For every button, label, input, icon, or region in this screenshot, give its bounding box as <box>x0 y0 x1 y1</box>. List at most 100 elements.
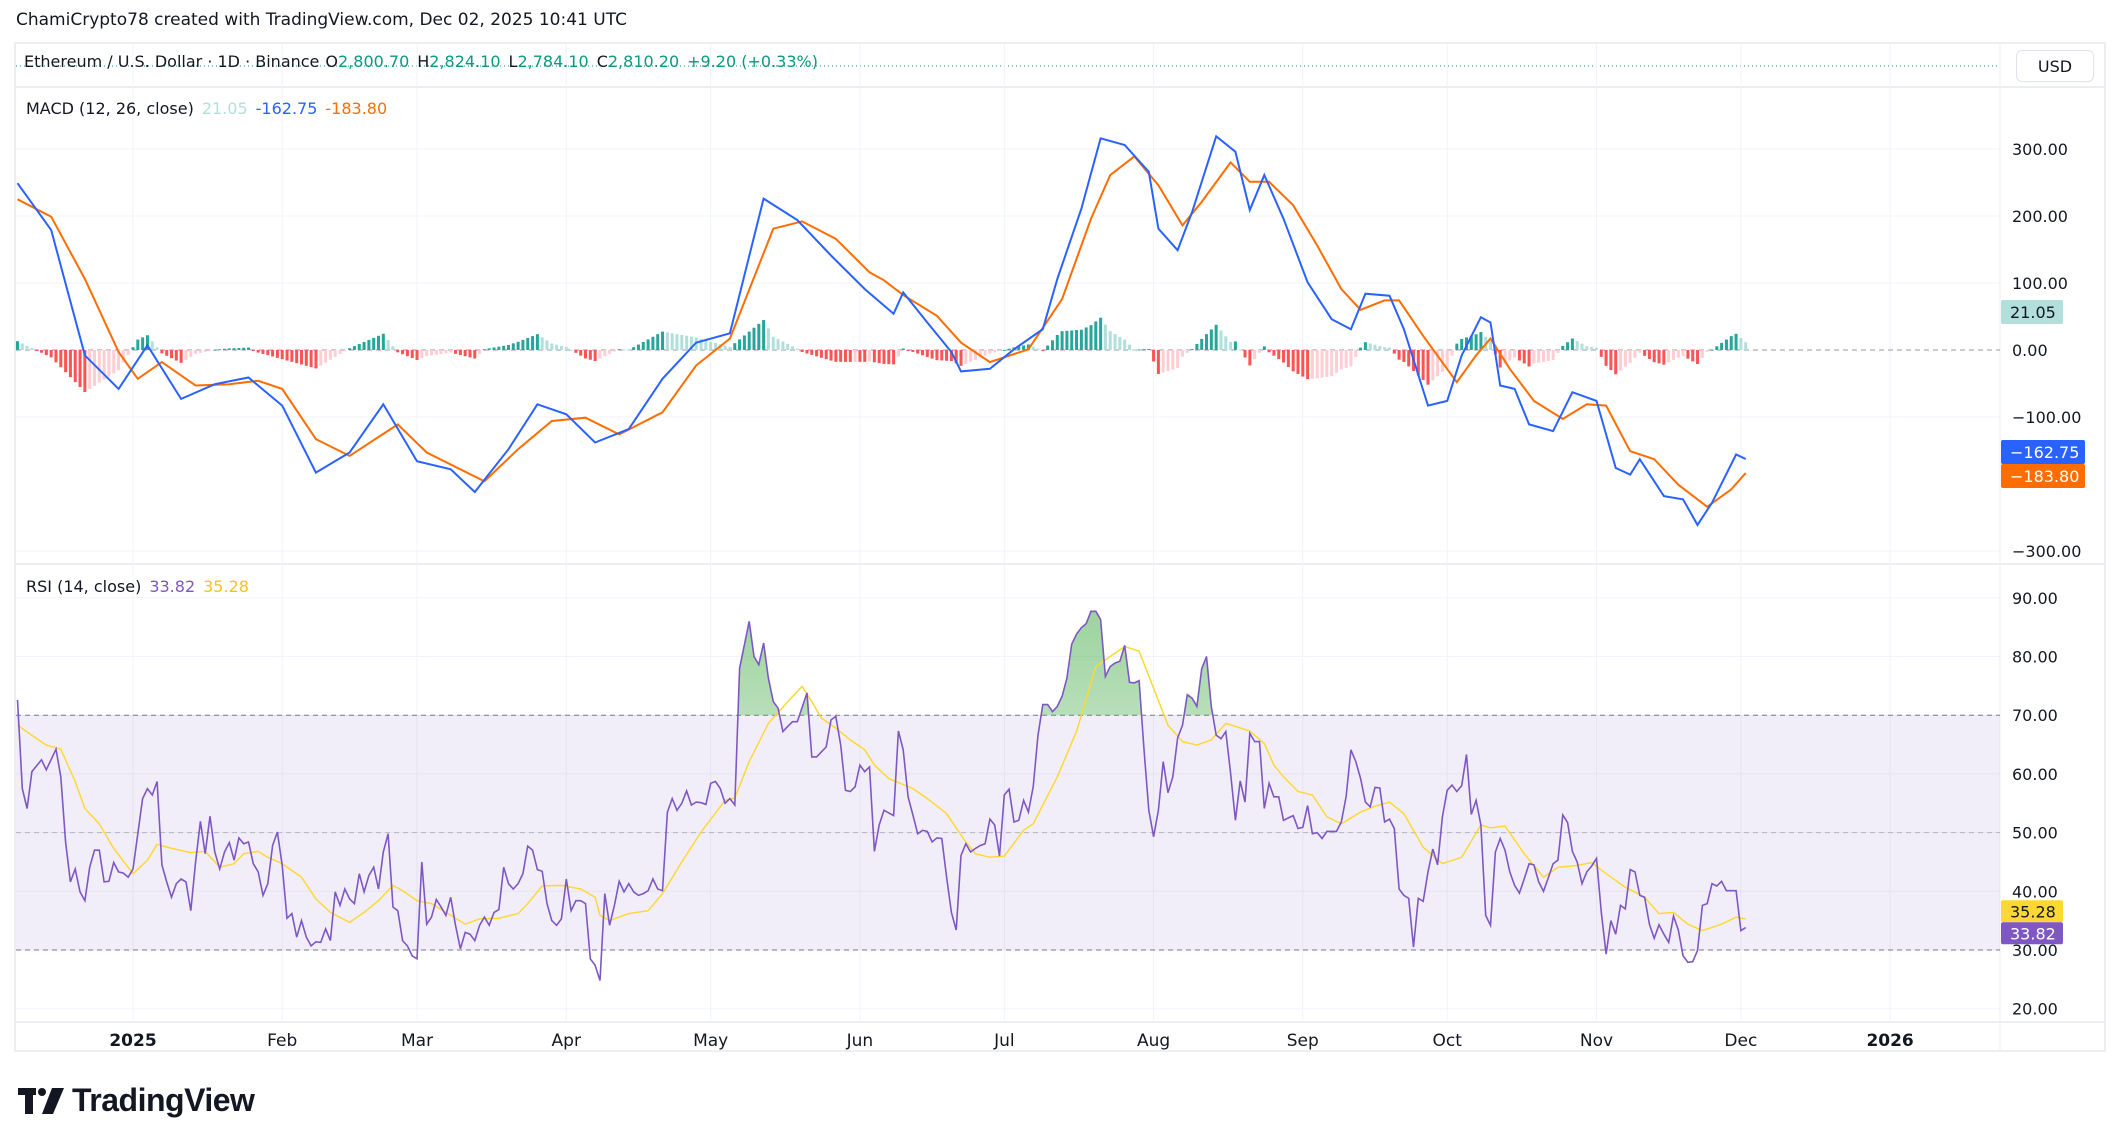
histogram-bar <box>786 343 790 350</box>
histogram-bar <box>1282 350 1286 363</box>
last-value-labels: 21.05 −162.75 −183.80 35.28 33.82 <box>2001 300 2085 945</box>
histogram-bar <box>559 345 563 350</box>
histogram-bar <box>1132 349 1136 351</box>
histogram-bar <box>762 319 766 350</box>
low-value: 2,784.10 <box>517 52 589 71</box>
histogram-bar <box>208 350 212 351</box>
histogram-bar <box>1171 350 1175 370</box>
histogram-bar <box>766 328 770 350</box>
rsi-ma-badge: 35.28 <box>2001 900 2063 923</box>
histogram-bar <box>776 339 780 350</box>
histogram-bar <box>136 339 140 350</box>
histogram-bar <box>1739 338 1743 350</box>
histogram-bar <box>1257 350 1261 353</box>
histogram-bar <box>1662 350 1666 365</box>
currency-button[interactable]: USD <box>2016 50 2094 82</box>
histogram-bar <box>998 350 1002 352</box>
tradingview-logo[interactable]: TradingView <box>18 1082 255 1119</box>
histogram-bar <box>506 344 510 350</box>
histogram-bar <box>1633 350 1637 358</box>
histogram-bar <box>454 350 458 354</box>
x-tick-label: Nov <box>1580 1031 1613 1051</box>
histogram-bar <box>1392 350 1396 354</box>
histogram-bar <box>675 334 679 350</box>
tradingview-logo-icon <box>18 1087 64 1114</box>
histogram-bar <box>1652 350 1656 363</box>
histogram-bar <box>555 344 559 350</box>
rsi-ma-badge-text: 35.28 <box>2010 902 2056 921</box>
histogram-bar <box>945 350 949 361</box>
histogram-bar <box>15 341 19 350</box>
histogram-bar <box>1156 350 1160 374</box>
histogram-bar <box>603 350 607 357</box>
histogram-bar <box>420 350 424 359</box>
histogram-bar <box>1556 350 1560 353</box>
histogram-bar <box>1696 350 1700 365</box>
histogram-bar <box>1161 350 1165 373</box>
histogram-bar <box>40 350 44 353</box>
histogram-bar <box>434 350 438 355</box>
histogram-bar <box>1643 350 1647 356</box>
symbol-legend[interactable]: Ethereum / U.S. Dollar · 1D · Binance O2,… <box>24 52 826 71</box>
symbol-name: Ethereum / U.S. Dollar · 1D · Binance <box>24 52 320 71</box>
macd-histogram-badge-text: 21.05 <box>2010 303 2056 322</box>
histogram-bar <box>949 350 953 362</box>
histogram-bar <box>309 350 313 368</box>
histogram-bar <box>131 347 135 350</box>
histogram-bar <box>1546 350 1550 361</box>
histogram-bar <box>535 334 539 350</box>
histogram-bar <box>632 347 636 350</box>
histogram-bar <box>925 350 929 357</box>
histogram-bar <box>1619 350 1623 371</box>
histogram-bar <box>1176 350 1180 369</box>
histogram-bar <box>709 341 713 350</box>
histogram-bar <box>73 350 77 383</box>
histogram-bar <box>468 350 472 358</box>
macd-y-tick: −100.00 <box>2012 408 2081 427</box>
rsi-y-tick: 90.00 <box>2012 589 2058 608</box>
histogram-bar <box>1055 334 1059 350</box>
histogram-bar <box>1277 350 1281 360</box>
histogram-bar <box>429 350 433 356</box>
histogram-bar <box>863 350 867 362</box>
histogram-bar <box>1667 350 1671 363</box>
histogram-bar <box>1113 334 1117 350</box>
rsi-y-tick: 60.00 <box>2012 765 2058 784</box>
histogram-bar <box>815 350 819 357</box>
rsi-legend[interactable]: RSI (14, close) 33.82 35.28 <box>26 577 257 596</box>
macd-legend[interactable]: MACD (12, 26, close) 21.05 -162.75 -183.80 <box>26 99 395 118</box>
x-tick-label: Oct <box>1433 1031 1463 1051</box>
histogram-bar <box>1050 340 1054 350</box>
histogram-bar <box>1079 329 1083 350</box>
histogram-bar <box>1700 350 1704 358</box>
histogram-bar <box>1599 350 1603 357</box>
rsi-badge-text: 33.82 <box>2010 924 2056 943</box>
histogram-bar <box>1561 345 1565 350</box>
histogram-bar <box>25 345 29 350</box>
histogram-bar <box>892 350 896 365</box>
chart-frame <box>14 42 2106 1052</box>
histogram-bar <box>723 345 727 350</box>
histogram-bar <box>670 333 674 350</box>
histogram-bar <box>1248 350 1252 366</box>
histogram-bar <box>20 343 24 350</box>
histogram-bar <box>1445 350 1449 368</box>
rsi-title: RSI (14, close) <box>26 577 142 596</box>
histogram-bar <box>304 350 308 366</box>
histogram-bar <box>1002 349 1006 351</box>
histogram-bar <box>1402 350 1406 362</box>
histogram-bar <box>1229 341 1233 350</box>
histogram-bar <box>487 348 491 350</box>
macd-badge-text: −162.75 <box>2010 443 2079 462</box>
histogram-bar <box>275 350 279 358</box>
histogram-bar <box>1436 350 1440 377</box>
histogram-bar <box>1262 346 1266 350</box>
histogram-bar <box>1421 350 1425 380</box>
histogram-bar <box>588 350 592 360</box>
histogram-bar <box>102 350 106 380</box>
histogram-bar <box>362 341 366 350</box>
rsi-y-tick: 70.00 <box>2012 706 2058 725</box>
histogram-bar <box>1532 350 1536 364</box>
histogram-bar <box>425 350 429 357</box>
